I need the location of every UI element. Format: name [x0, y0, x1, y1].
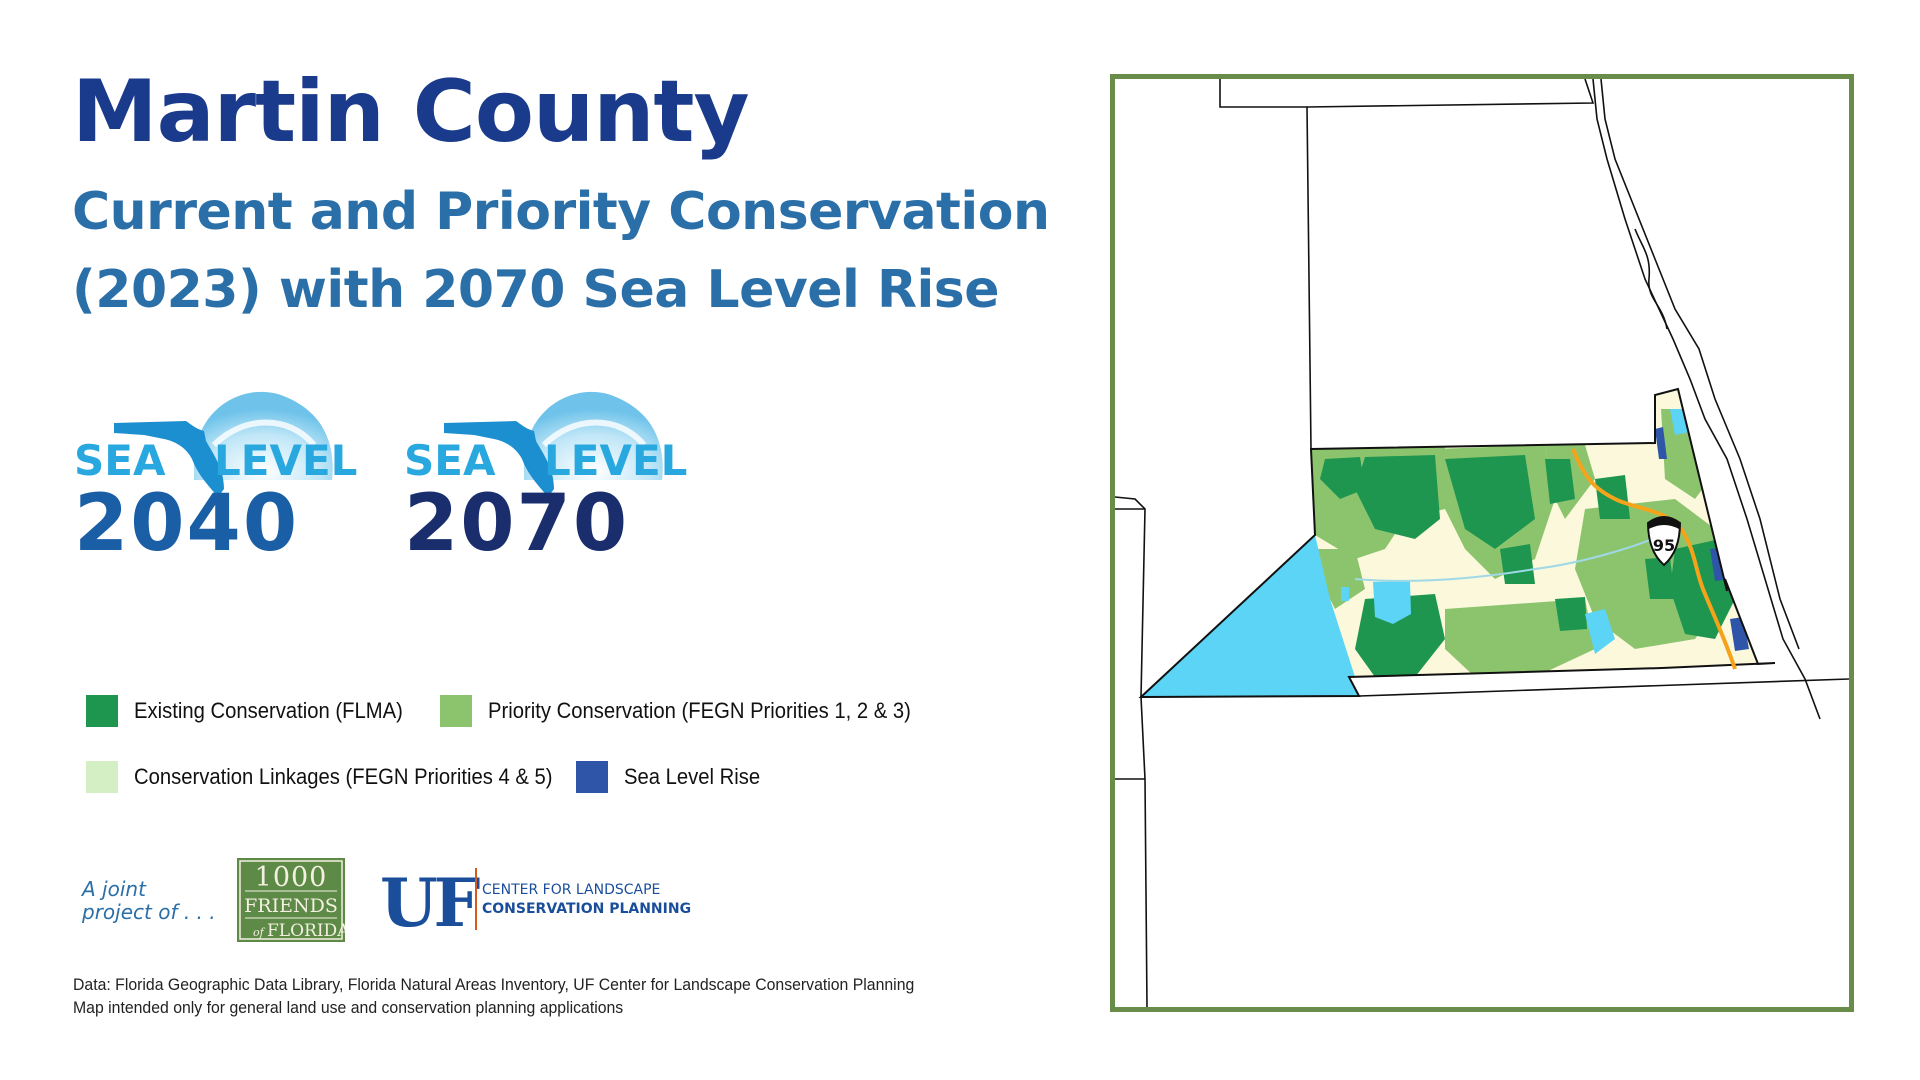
- legend-label: Sea Level Rise: [624, 764, 761, 789]
- logo-word-sea: SEA: [404, 436, 496, 485]
- 1000-friends-of-florida-logo: 1000 FRIENDS of FLORIDA: [237, 858, 345, 942]
- friends-logo-number: 1000: [255, 862, 328, 893]
- legend-swatch-conservation-linkages: [86, 761, 118, 793]
- florida-shape-icon: [114, 421, 224, 497]
- wave-dome-icon: [523, 391, 663, 480]
- legend-swatch-existing-conservation: [86, 695, 118, 727]
- uf-divider: [475, 868, 477, 930]
- legend-label: Existing Conservation (FLMA): [134, 698, 403, 723]
- martin-county-outline: [1138, 387, 1776, 699]
- i-95-highway: [1571, 448, 1737, 670]
- st-lucie-river: [1354, 528, 1676, 582]
- friends-logo-florida: FLORIDA: [267, 921, 345, 941]
- clcp-line2: CONSERVATION PLANNING: [482, 901, 692, 917]
- county-map: 95: [1115, 79, 1849, 1007]
- legend-item-existing-conservation: Existing Conservation (FLMA): [86, 694, 426, 728]
- legend-item-conservation-linkages: Conservation Linkages (FEGN Priorities 4…: [86, 760, 589, 794]
- sea-level-2040-logo: SEA LEVEL 2040: [74, 391, 357, 560]
- logo-word-sea: SEA: [74, 436, 166, 485]
- florida-shape-icon: [444, 421, 554, 497]
- joint-project-text: A joint project of . . .: [82, 878, 216, 924]
- joint-line1: A joint: [82, 877, 146, 901]
- logo-year: 2070: [404, 479, 629, 560]
- uf-logo: UF: [380, 864, 480, 934]
- i-95-shield-label: 95: [1653, 536, 1675, 555]
- friends-logo-friends: FRIENDS: [244, 895, 338, 917]
- clcp-line1: CENTER FOR LANDSCAPE: [482, 882, 661, 898]
- uf-logo-text: UF: [380, 864, 480, 934]
- logo-word-level: LEVEL: [214, 436, 357, 485]
- legend-item-priority-conservation: Priority Conservation (FEGN Priorities 1…: [440, 694, 948, 728]
- sea-level-2070-logo: SEA LEVEL 2070: [404, 391, 687, 560]
- legend-item-sea-level-rise: Sea Level Rise: [576, 760, 772, 794]
- page-subtitle-line1: Current and Priority Conservation: [72, 182, 1050, 242]
- data-source-note: Data: Florida Geographic Data Library, F…: [73, 973, 914, 1019]
- clcp-text: CENTER FOR LANDSCAPE CONSERVATION PLANNI…: [482, 881, 691, 919]
- lake-okeechobee-portion: [1141, 535, 1359, 697]
- legend-swatch-priority-conservation: [440, 695, 472, 727]
- neighbor-county-lines: [1115, 79, 1849, 1007]
- page-subtitle-line2: (2023) with 2070 Sea Level Rise: [72, 260, 1000, 320]
- source-line1: Data: Florida Geographic Data Library, F…: [73, 975, 915, 994]
- joint-line2: project of . . .: [82, 900, 216, 924]
- coastline: [1592, 79, 1821, 720]
- map-frame: 95: [1110, 74, 1854, 1012]
- page-title: Martin County: [72, 62, 750, 162]
- friends-logo-of: of: [253, 926, 266, 939]
- source-line2: Map intended only for general land use a…: [73, 998, 624, 1017]
- logo-word-level: LEVEL: [544, 436, 687, 485]
- i-95-shield-icon: 95: [1646, 516, 1682, 567]
- legend-label: Conservation Linkages (FEGN Priorities 4…: [134, 764, 553, 789]
- wave-dome-icon: [193, 391, 333, 480]
- legend-label: Priority Conservation (FEGN Priorities 1…: [488, 698, 911, 723]
- legend-swatch-sea-level-rise: [576, 761, 608, 793]
- logo-year: 2040: [74, 479, 299, 560]
